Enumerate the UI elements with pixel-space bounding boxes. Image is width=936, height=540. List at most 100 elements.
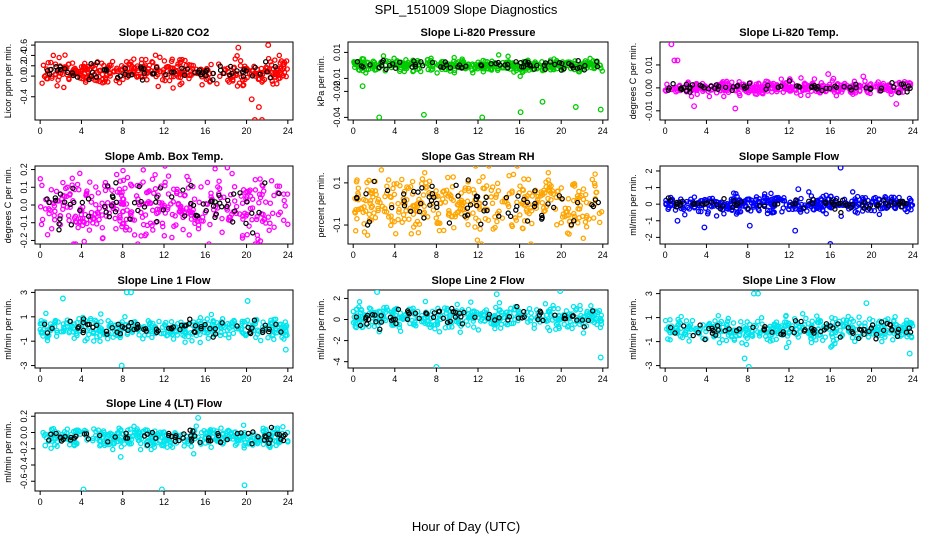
reference-point	[212, 326, 218, 332]
data-point	[161, 233, 168, 239]
reference-point	[907, 85, 913, 92]
data-point	[191, 196, 198, 202]
reference-point	[539, 216, 545, 222]
data-point	[225, 427, 232, 434]
data-point	[749, 333, 756, 339]
reference-point	[464, 212, 471, 218]
data-point	[98, 311, 104, 317]
data-point	[201, 319, 208, 325]
y-tick-label: -0.2	[19, 441, 29, 457]
data-point	[107, 73, 113, 79]
data-point	[682, 329, 689, 335]
data-point	[231, 184, 238, 190]
data-point	[401, 188, 408, 195]
reference-point	[552, 61, 558, 68]
data-point	[550, 191, 557, 197]
x-tick-label: 0	[351, 250, 356, 260]
data-point	[114, 65, 120, 71]
reference-point	[193, 212, 199, 218]
data-point	[811, 207, 817, 213]
data-point	[218, 425, 224, 431]
reference-point	[551, 204, 557, 211]
data-point	[62, 185, 69, 192]
y-tick-label: 0.2	[19, 163, 29, 176]
data-point	[165, 191, 172, 197]
data-point	[378, 167, 385, 173]
x-tick-label: 8	[434, 374, 439, 384]
data-point	[542, 301, 549, 307]
data-point	[419, 312, 425, 319]
reference-point	[552, 312, 558, 318]
data-point	[486, 166, 492, 169]
data-point	[571, 210, 577, 217]
data-point	[563, 308, 570, 314]
reference-point	[141, 66, 147, 72]
data-point	[265, 214, 272, 220]
reference-point	[482, 200, 488, 206]
reference-point	[165, 432, 172, 439]
reference-point	[128, 319, 134, 326]
data-point	[537, 193, 544, 199]
outlier-point	[863, 300, 870, 307]
data-point	[539, 199, 546, 206]
x-tick-label: 12	[159, 126, 169, 136]
data-point	[738, 318, 744, 325]
data-point	[98, 319, 104, 325]
data-point	[79, 207, 85, 214]
reference-point	[415, 189, 421, 195]
data-point	[173, 222, 179, 228]
x-tick-label: 20	[556, 250, 566, 260]
reference-point	[62, 434, 68, 440]
data-point	[127, 61, 133, 67]
data-point	[803, 315, 809, 322]
data-point	[169, 211, 176, 218]
data-point	[198, 184, 204, 190]
y-tick-label: -0.02	[332, 81, 342, 102]
data-point	[144, 77, 150, 83]
x-tick-label: 4	[392, 374, 397, 384]
data-point	[559, 214, 566, 220]
data-point	[526, 305, 533, 312]
x-tick-label: 24	[598, 374, 608, 384]
data-point	[511, 69, 517, 75]
data-point	[152, 171, 158, 178]
x-tick-label: 24	[283, 250, 293, 260]
data-point	[121, 441, 128, 447]
reference-point	[717, 206, 724, 212]
data-point	[257, 176, 263, 182]
reference-point	[416, 315, 422, 322]
reference-point	[542, 66, 548, 72]
reference-point	[103, 209, 109, 215]
reference-point	[678, 85, 684, 91]
data-point	[72, 241, 79, 244]
reference-point	[220, 70, 226, 77]
data-point	[798, 92, 804, 99]
data-point	[355, 185, 362, 191]
data-point	[352, 228, 359, 234]
data-point	[231, 198, 238, 204]
reference-point	[387, 314, 394, 320]
data-point	[66, 75, 72, 81]
data-point	[472, 224, 478, 230]
data-point	[43, 75, 50, 82]
reference-point	[532, 200, 538, 207]
panel-slope-li-820-temp: Slope Li-820 Temp.degrees C per min.0 4 8 1…	[628, 27, 919, 136]
reference-point	[232, 208, 238, 214]
x-tick-label: 12	[159, 374, 169, 384]
data-point	[822, 334, 829, 340]
reference-point	[144, 431, 150, 437]
data-point	[140, 335, 146, 342]
y-tick-label: 3	[19, 290, 29, 295]
y-tick-label: -1	[19, 337, 29, 345]
data-point	[222, 332, 228, 338]
data-point	[252, 241, 259, 244]
data-point	[481, 185, 488, 192]
data-point	[431, 321, 438, 328]
reference-point	[840, 197, 846, 203]
reference-point	[85, 436, 92, 442]
data-point	[227, 191, 234, 198]
data-point	[468, 299, 474, 305]
data-point	[75, 224, 81, 231]
reference-point	[178, 322, 185, 328]
data-point	[395, 200, 401, 207]
